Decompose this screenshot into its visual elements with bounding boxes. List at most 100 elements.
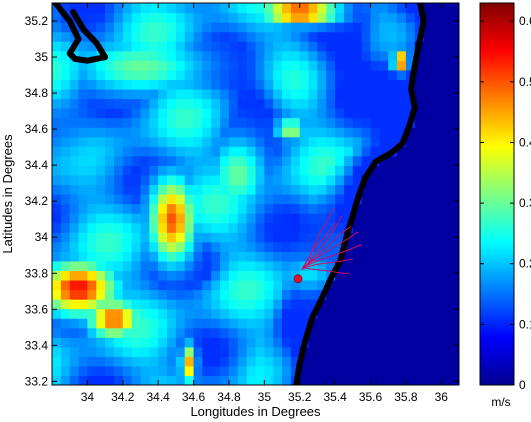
heatmap-cell (335, 375, 345, 385)
heatmap-cell (105, 213, 115, 224)
heatmap-cell (237, 213, 248, 224)
heatmap-cell (335, 279, 345, 291)
heatmap-cell (87, 136, 97, 147)
heatmap-cell (167, 279, 177, 291)
heatmap-cell (352, 79, 363, 90)
heatmap-cell (264, 194, 274, 205)
heatmap-cell (237, 318, 248, 329)
heatmap-cell (361, 203, 372, 214)
heatmap-cell (140, 260, 150, 271)
heatmap-cell (423, 270, 434, 281)
heatmap-cell (105, 308, 115, 319)
heatmap-cell (237, 98, 248, 109)
heatmap-cell (379, 79, 389, 90)
heatmap-cell (450, 117, 459, 128)
heatmap-cell (167, 346, 177, 357)
heatmap-cell (273, 155, 283, 166)
heatmap-cell (87, 194, 97, 205)
heatmap-cell (78, 50, 88, 61)
heatmap-cell (60, 270, 71, 281)
heatmap-cell (122, 308, 133, 319)
heatmap-cell (96, 155, 106, 166)
heatmap-cell (432, 213, 442, 224)
heatmap-cell (379, 365, 389, 377)
heatmap-cell (343, 251, 354, 262)
heatmap-cell (184, 356, 195, 367)
heatmap-cell (326, 41, 336, 52)
heatmap-cell (228, 117, 239, 128)
heatmap-cell (105, 69, 115, 80)
heatmap-cell (211, 279, 221, 291)
heatmap-cell (60, 194, 71, 205)
heatmap-cell (432, 98, 442, 109)
heatmap-cell (113, 279, 124, 291)
heatmap-cell (211, 365, 221, 377)
heatmap-cell (326, 108, 336, 119)
heatmap-cell (441, 174, 451, 186)
heatmap-cell (326, 213, 336, 224)
heatmap-cell (220, 184, 230, 195)
heatmap-cell (308, 222, 319, 233)
heatmap-cell (432, 279, 442, 291)
heatmap-cell (441, 146, 451, 157)
heatmap-cell (282, 165, 292, 176)
heatmap-cell (237, 31, 248, 42)
heatmap-cell (335, 270, 345, 281)
heatmap-cell (414, 117, 425, 128)
heatmap-cell (175, 299, 186, 310)
heatmap-cell (69, 375, 80, 385)
heatmap-cell (220, 12, 230, 23)
heatmap-cell (361, 232, 372, 243)
heatmap-cell (423, 289, 434, 300)
heatmap-cell (299, 60, 310, 71)
heatmap-cell (361, 251, 372, 262)
heatmap-cell (184, 327, 195, 338)
heatmap-cell (175, 289, 186, 300)
heatmap-cell (237, 127, 248, 138)
heatmap-cell (184, 308, 195, 319)
heatmap-cell (202, 318, 212, 329)
heatmap-cell (335, 165, 345, 176)
heatmap-cell (184, 41, 195, 52)
heatmap-cell (441, 69, 451, 80)
heatmap-cell (405, 136, 416, 147)
heatmap-cell (105, 270, 115, 281)
heatmap-cell (149, 165, 159, 176)
heatmap-cell (282, 69, 292, 80)
heatmap-cell (175, 98, 186, 109)
heatmap-cell (228, 260, 239, 271)
heatmap-cell (282, 365, 292, 377)
heatmap-cell (60, 60, 71, 71)
heatmap-cell (140, 50, 150, 61)
heatmap-cell (78, 241, 88, 252)
x-tick-label: 35.4 (323, 390, 347, 404)
heatmap-cell (167, 308, 177, 319)
heatmap-cell (290, 174, 301, 186)
heatmap-cell (78, 165, 88, 176)
heatmap-cell (220, 241, 230, 252)
heatmap-cell (78, 327, 88, 338)
heatmap-cell (220, 127, 230, 138)
heatmap-cell (211, 136, 221, 147)
heatmap-cell (60, 50, 71, 61)
heatmap-cell (228, 3, 239, 14)
heatmap-cell (140, 299, 150, 310)
heatmap-cell (361, 31, 372, 42)
heatmap-cell (52, 165, 62, 176)
heatmap-cell (237, 174, 248, 186)
heatmap-cell (388, 22, 398, 33)
heatmap-cell (290, 327, 301, 338)
heatmap-cell (69, 174, 80, 186)
heatmap-cell (131, 50, 142, 61)
heatmap-cell (96, 98, 106, 109)
heatmap-cell (246, 289, 257, 300)
heatmap-cell (450, 327, 459, 338)
heatmap-cell (140, 308, 150, 319)
heatmap-cell (96, 136, 106, 147)
heatmap-cell (255, 299, 265, 310)
heatmap-cell (220, 22, 230, 33)
heatmap-cell (352, 289, 363, 300)
heatmap-cell (140, 146, 150, 157)
heatmap-cell (343, 98, 354, 109)
